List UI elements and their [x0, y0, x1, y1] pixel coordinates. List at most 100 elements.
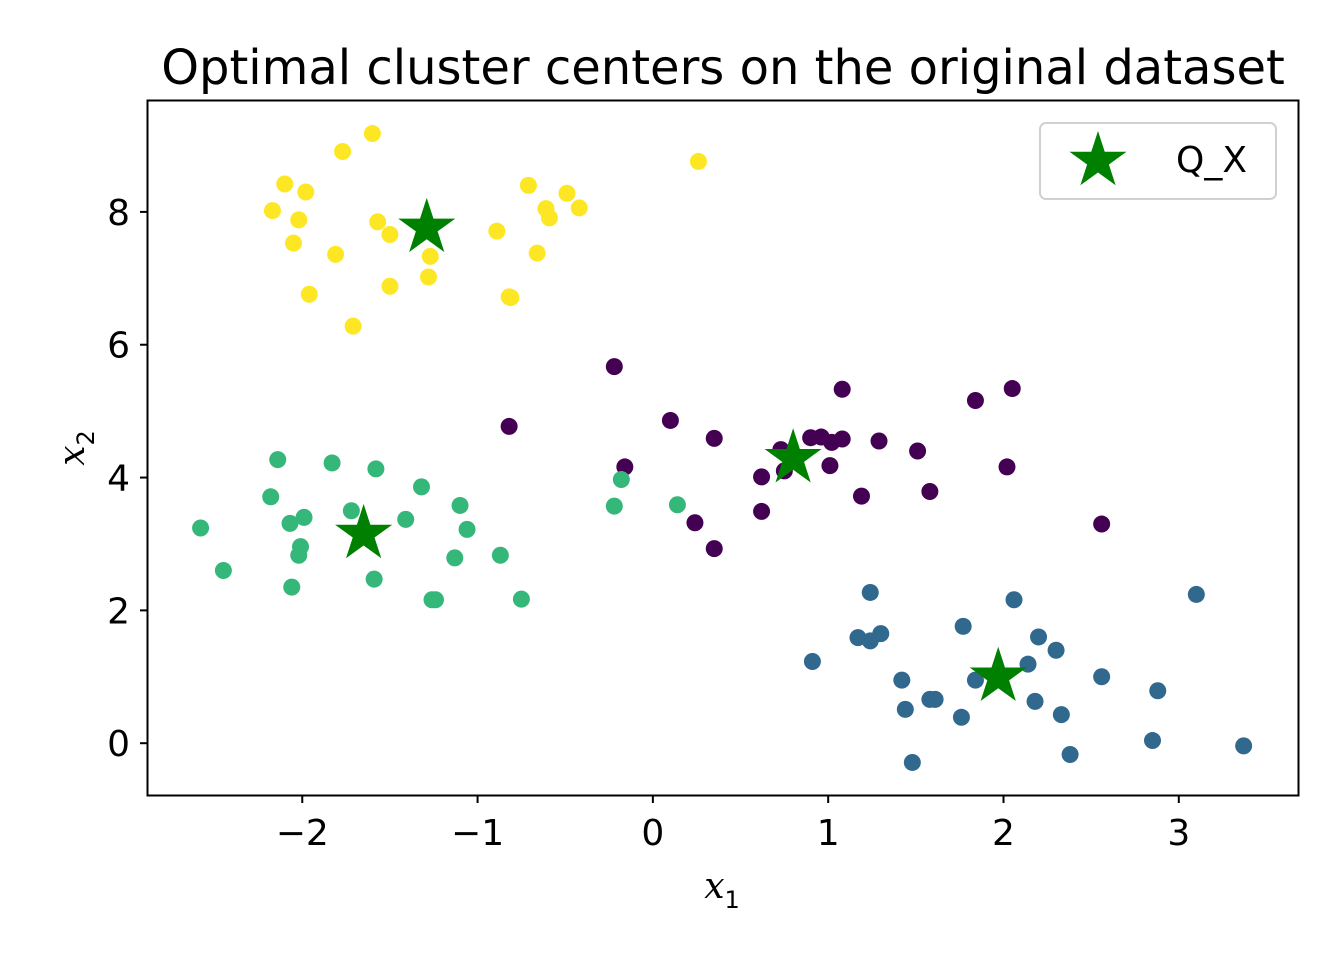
- cluster-1-point: [488, 222, 506, 240]
- star-icon: [1069, 131, 1127, 186]
- cluster-1-point: [419, 268, 437, 286]
- cluster-center-star: [764, 428, 822, 483]
- y-axis-label-subscript: 2: [72, 430, 100, 445]
- cluster-3-point: [612, 471, 630, 489]
- cluster-3-point: [290, 546, 308, 564]
- cluster-1-point: [263, 202, 281, 220]
- cluster-2-point: [852, 487, 870, 505]
- cluster-2-point: [833, 430, 851, 448]
- cluster-3-point: [451, 496, 469, 514]
- cluster-1-point: [369, 213, 387, 231]
- cluster-centers: [335, 197, 1027, 702]
- y-tick-label: 4: [107, 459, 130, 500]
- cluster-1-point: [528, 244, 546, 262]
- data-points: [192, 125, 1253, 771]
- cluster-2-point: [661, 411, 679, 429]
- y-tick-label: 0: [107, 724, 130, 765]
- cluster-3-point: [295, 508, 313, 526]
- cluster-center-star: [969, 646, 1027, 702]
- cluster-3-point: [446, 549, 464, 567]
- cluster-2-point: [500, 417, 518, 435]
- cluster-1-point: [344, 317, 362, 335]
- cluster-4-point: [1047, 641, 1065, 659]
- cluster-1-point: [540, 209, 558, 227]
- y-axis-label: x2: [52, 430, 100, 466]
- cluster-3-point: [283, 578, 301, 596]
- cluster-3-point: [323, 454, 341, 472]
- cluster-3-point: [342, 502, 360, 520]
- cluster-4-point: [1030, 628, 1048, 646]
- x-tick-label: 3: [1167, 813, 1190, 854]
- cluster-1-point: [500, 288, 518, 306]
- cluster-4-point: [893, 671, 911, 689]
- cluster-center-star: [398, 197, 456, 253]
- x-tick-label: −2: [276, 813, 329, 854]
- cluster-4-point: [1052, 706, 1070, 724]
- cluster-1-point: [381, 225, 399, 243]
- plot-frame: [146, 99, 1300, 797]
- legend-label: Q_X: [1176, 140, 1247, 181]
- cluster-4-point: [954, 617, 972, 635]
- cluster-1-point: [519, 176, 537, 194]
- cluster-3-point: [262, 488, 280, 506]
- x-axis-label: x1: [704, 866, 740, 914]
- cluster-1-point: [689, 152, 707, 170]
- cluster-2-point: [605, 358, 623, 376]
- y-tick-label: 8: [107, 193, 130, 234]
- cluster-4-point: [872, 625, 890, 643]
- cluster-1-point: [421, 247, 439, 265]
- cluster-3-point: [605, 497, 623, 515]
- y-tick-label: 6: [107, 326, 130, 367]
- cluster-center-star: [335, 504, 393, 559]
- cluster-4-point: [903, 753, 921, 771]
- cluster-1-point: [327, 245, 345, 263]
- cluster-4-point: [1235, 737, 1253, 755]
- x-axis-label-main: x: [704, 866, 724, 907]
- cluster-4-point: [861, 583, 879, 601]
- cluster-4-point: [1143, 732, 1161, 750]
- cluster-4-point: [926, 690, 944, 708]
- cluster-2-point: [833, 380, 851, 398]
- cluster-3-point: [367, 460, 385, 478]
- cluster-4-point: [1061, 745, 1079, 763]
- cluster-3-point: [491, 546, 509, 564]
- cluster-2-point: [921, 482, 939, 500]
- cluster-3-point: [281, 514, 299, 532]
- cluster-1-point: [285, 234, 303, 252]
- cluster-3-point: [269, 451, 287, 469]
- cluster-4-point: [1187, 585, 1205, 603]
- cluster-1-point: [334, 142, 352, 160]
- cluster-4-point: [803, 653, 821, 671]
- cluster-4-point: [896, 700, 914, 718]
- cluster-3-point: [412, 478, 430, 496]
- x-axis-label-subscript: 1: [725, 886, 740, 914]
- y-axis-label-main: x: [52, 445, 93, 465]
- cluster-3-point: [397, 510, 415, 528]
- cluster-2-point: [821, 457, 839, 475]
- cluster-2-point: [1003, 380, 1021, 398]
- cluster-2-point: [753, 502, 771, 520]
- chart-title: Optimal cluster centers on the original …: [161, 40, 1285, 96]
- cluster-3-point: [192, 519, 210, 537]
- cluster-4-point: [1149, 682, 1167, 700]
- cluster-1-point: [363, 125, 381, 143]
- cluster-1-point: [297, 183, 315, 201]
- cluster-1-point: [570, 199, 588, 217]
- cluster-3-point: [214, 562, 232, 580]
- cluster-4-point: [1026, 692, 1044, 710]
- cluster-4-point: [966, 671, 984, 689]
- cluster-2-point: [966, 392, 984, 410]
- x-axis-ticks: −2 −1 0 1 2 3: [276, 795, 1190, 854]
- x-tick-label: 0: [641, 813, 664, 854]
- x-tick-label: 2: [992, 813, 1015, 854]
- cluster-2-point: [705, 429, 723, 447]
- cluster-1-point: [300, 285, 318, 303]
- cluster-2-point: [998, 458, 1016, 476]
- cluster-1-point: [381, 277, 399, 295]
- cluster-3-point: [512, 590, 530, 608]
- cluster-2-point: [753, 468, 771, 486]
- cluster-4-point: [1005, 591, 1023, 609]
- cluster-3-point: [365, 570, 383, 588]
- y-tick-label: 2: [107, 591, 130, 632]
